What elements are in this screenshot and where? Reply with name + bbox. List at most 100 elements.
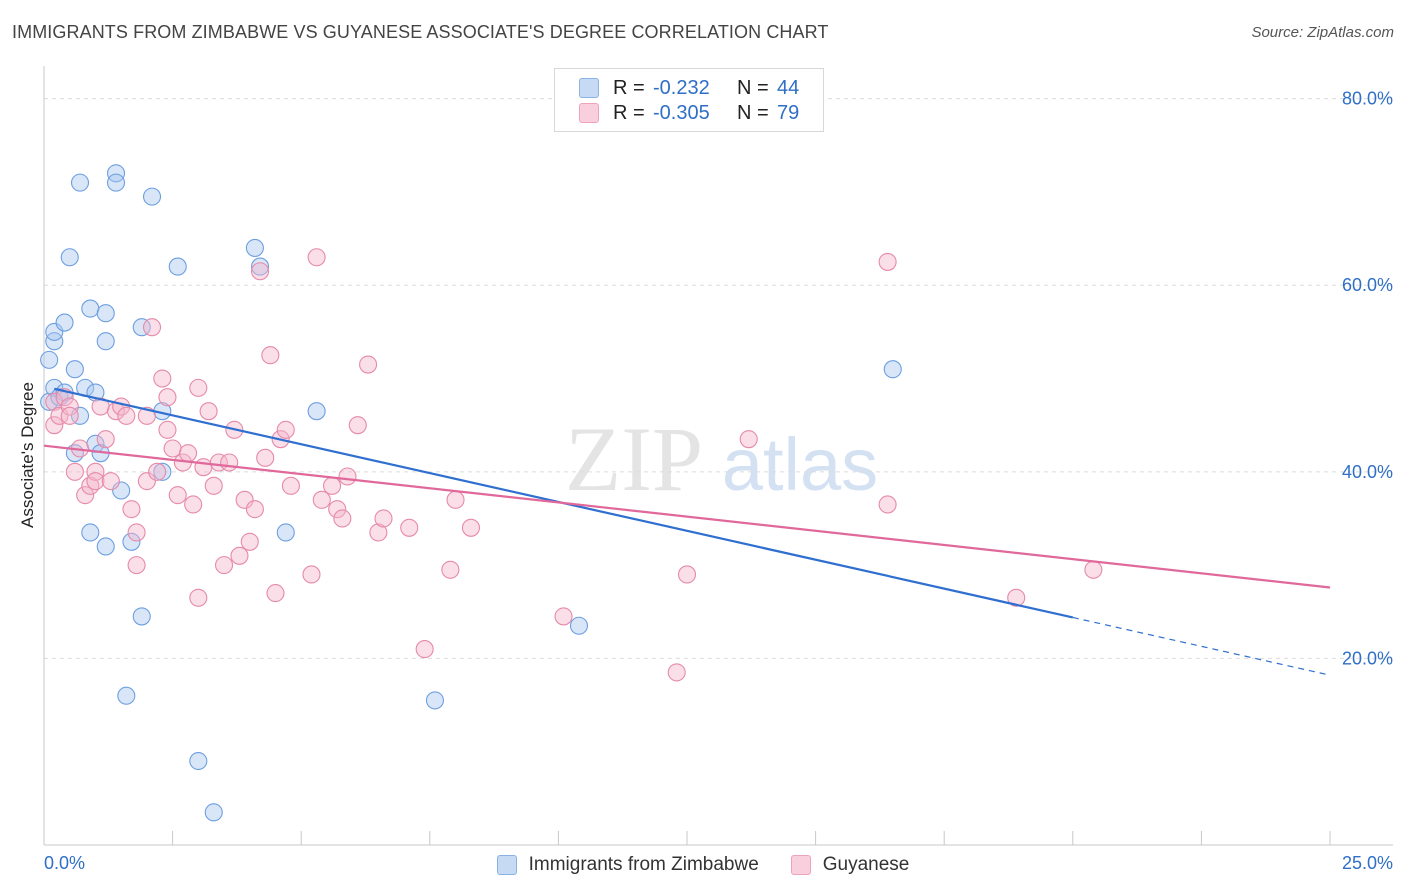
guyanese-point xyxy=(189,588,208,607)
series-swatch-zimbabwe xyxy=(496,855,517,875)
guyanese-point xyxy=(333,509,352,528)
guyanese-point xyxy=(400,518,419,537)
guyanese-point xyxy=(245,500,264,519)
guyanese-point xyxy=(461,518,481,537)
guyanese-point xyxy=(158,420,177,439)
series-swatch-guyanese xyxy=(790,855,811,875)
series-legend-zimbabwe[interactable]: Immigrants from Zimbabwe xyxy=(496,854,759,876)
guyanese-point xyxy=(312,490,331,509)
guyanese-point xyxy=(256,448,275,467)
guyanese-point xyxy=(446,490,465,509)
guyanese-point xyxy=(189,378,208,397)
guyanese-point xyxy=(148,462,167,481)
zimbabwe-point xyxy=(168,257,187,276)
zimbabwe-point xyxy=(153,462,172,481)
correlation-legend: R = -0.232 N = 44 R = -0.305 N = 79 xyxy=(554,68,824,132)
zimbabwe-point xyxy=(65,360,84,379)
zimbabwe-point xyxy=(40,350,59,369)
zimbabwe-point xyxy=(122,532,141,551)
legend-r-value: -0.232 xyxy=(653,76,710,99)
guyanese-point xyxy=(65,462,84,481)
zimbabwe-point xyxy=(106,173,126,192)
axes xyxy=(43,66,1393,846)
guyanese-point xyxy=(441,560,460,579)
guyanese-point xyxy=(302,565,321,584)
guyanese-point xyxy=(117,406,136,425)
guyanese-point xyxy=(328,500,347,519)
zimbabwe-point xyxy=(106,164,126,183)
guyanese-point xyxy=(96,430,115,449)
zimbabwe-point xyxy=(96,332,115,351)
guyanese-point xyxy=(214,556,234,575)
legend-r-label: R = xyxy=(613,101,645,124)
guyanese-point xyxy=(163,439,182,458)
legend-row-guyanese: R = -0.305 N = 79 xyxy=(579,100,799,126)
zimbabwe-point xyxy=(45,322,64,341)
guyanese-point xyxy=(307,248,326,267)
guyanese-point xyxy=(204,476,223,495)
zimbabwe-trend-line-extension xyxy=(1072,616,1331,676)
legend-swatch-guyanese xyxy=(579,103,599,123)
legend-swatch-zimbabwe xyxy=(579,78,599,98)
tick-labels: 20.0% 40.0% 60.0% 80.0% 0.0% 25.0% xyxy=(44,89,1393,873)
guyanese-point xyxy=(184,495,203,514)
zimbabwe-point xyxy=(245,238,264,257)
zimbabwe-point xyxy=(60,248,79,267)
zimbabwe-point xyxy=(569,616,589,635)
zimbabwe-point xyxy=(276,523,295,542)
zimbabwe-point xyxy=(883,360,902,379)
zimbabwe-point xyxy=(55,313,74,332)
legend-n-label: N = xyxy=(737,101,769,124)
guyanese-point xyxy=(235,490,254,509)
x-tick-label: 25.0% xyxy=(1342,853,1393,873)
zimbabwe-point xyxy=(132,318,151,337)
guyanese-point xyxy=(127,523,146,542)
guyanese-point xyxy=(250,262,270,281)
guyanese-point xyxy=(86,472,105,491)
source-credit: Source: ZipAtlas.com xyxy=(1251,24,1394,41)
guyanese-point xyxy=(281,476,300,495)
guyanese-point xyxy=(142,318,162,337)
series-legend-guyanese[interactable]: Guyanese xyxy=(790,854,910,876)
guyanese-point xyxy=(369,523,388,542)
zimbabwe-point xyxy=(142,187,162,206)
zimbabwe-point xyxy=(250,257,270,276)
series-label-guyanese: Guyanese xyxy=(822,854,910,875)
zimbabwe-point xyxy=(45,332,64,351)
y-tick-label: 40.0% xyxy=(1342,462,1393,482)
watermark-atlas: atlas xyxy=(722,423,878,506)
guyanese-point xyxy=(415,640,434,659)
guyanese-point xyxy=(878,252,897,271)
watermark-zip: ZIP xyxy=(565,408,703,510)
guyanese-point xyxy=(261,346,280,365)
guyanese-point xyxy=(45,416,64,435)
zimbabwe-point xyxy=(117,686,136,705)
guyanese-point xyxy=(554,607,573,626)
zimbabwe-point xyxy=(112,481,131,500)
legend-n-value: 79 xyxy=(777,101,800,124)
guyanese-point xyxy=(50,406,69,425)
guyanese-point xyxy=(348,416,367,435)
zimbabwe-point xyxy=(132,607,151,626)
guyanese-point xyxy=(137,472,156,491)
guyanese-point xyxy=(338,467,357,486)
legend-r-label: R = xyxy=(613,76,645,99)
series-label-zimbabwe: Immigrants from Zimbabwe xyxy=(528,854,759,875)
guyanese-point xyxy=(240,532,259,551)
guyanese-trend-line xyxy=(43,444,1331,589)
y-axis-label: Associate's Degree xyxy=(18,382,37,528)
guyanese-point xyxy=(374,509,393,528)
guyanese-point xyxy=(60,406,79,425)
zimbabwe-point xyxy=(425,691,444,710)
zimbabwe-point xyxy=(70,173,90,192)
guyanese-point xyxy=(276,420,295,439)
zimbabwe-point xyxy=(204,803,223,822)
guyanese-point xyxy=(199,402,218,421)
data-points xyxy=(40,164,1103,822)
guyanese-point xyxy=(101,472,120,491)
zimbabwe-point xyxy=(307,402,326,421)
zimbabwe-point xyxy=(96,304,115,323)
y-tick-label: 80.0% xyxy=(1342,89,1393,109)
legend-n-label: N = xyxy=(737,76,769,99)
